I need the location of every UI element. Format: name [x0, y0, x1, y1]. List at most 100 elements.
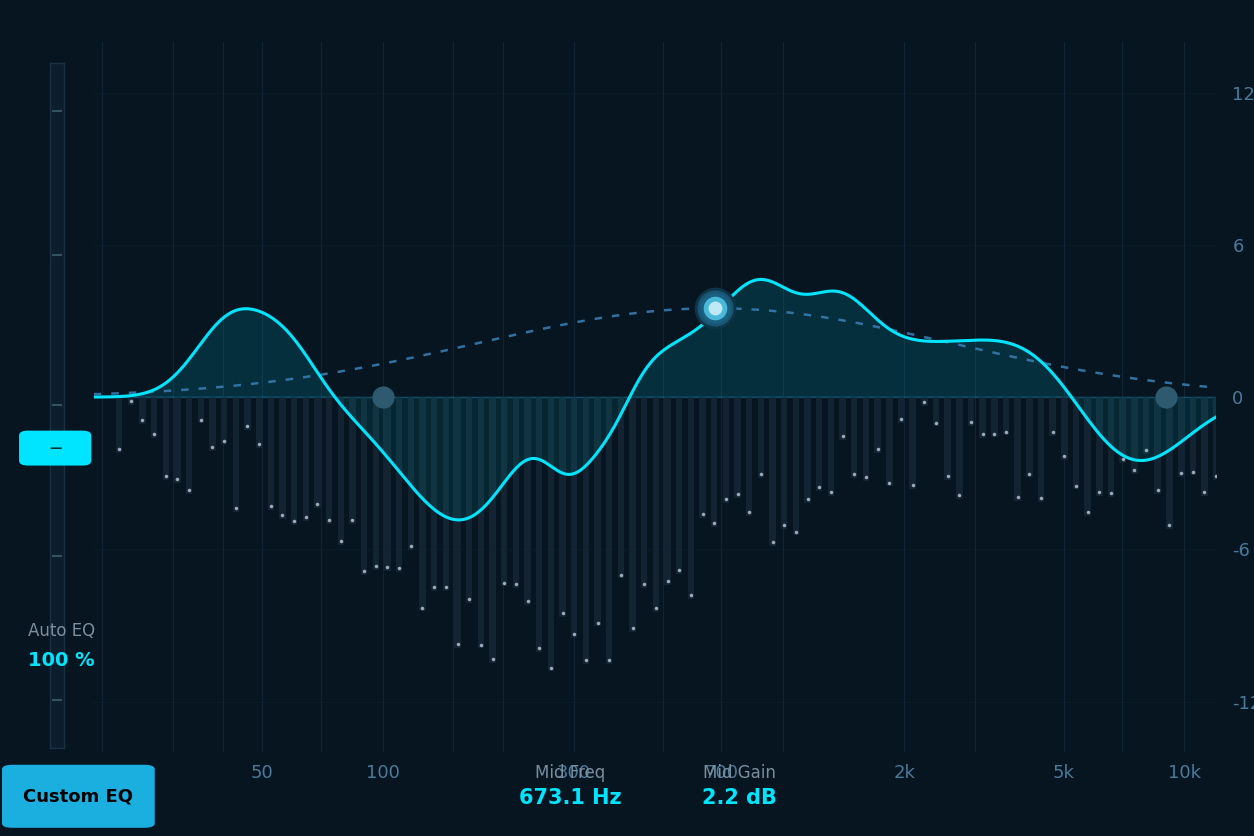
Bar: [746, 397, 752, 517]
Bar: [722, 397, 729, 502]
Bar: [968, 397, 974, 426]
Bar: [186, 397, 192, 494]
Bar: [1107, 397, 1115, 497]
Bar: [851, 397, 858, 478]
Bar: [665, 397, 671, 585]
FancyBboxPatch shape: [3, 765, 154, 828]
Bar: [396, 397, 403, 572]
Bar: [500, 397, 508, 587]
Bar: [139, 397, 145, 424]
Text: Auto EQ: Auto EQ: [28, 622, 95, 640]
Text: Custom EQ: Custom EQ: [24, 788, 133, 805]
Text: Mid Gain: Mid Gain: [703, 764, 776, 782]
Bar: [361, 397, 367, 575]
Bar: [548, 397, 554, 671]
Bar: [150, 397, 157, 437]
Bar: [1131, 397, 1137, 474]
Bar: [256, 397, 262, 448]
Bar: [687, 397, 695, 599]
Bar: [1038, 397, 1045, 502]
Bar: [991, 397, 997, 437]
Bar: [641, 397, 647, 588]
Bar: [1142, 397, 1149, 454]
Bar: [1213, 397, 1219, 480]
Bar: [559, 397, 566, 617]
Text: —: —: [49, 441, 61, 455]
Bar: [1014, 397, 1021, 502]
Bar: [443, 397, 449, 591]
Bar: [1201, 397, 1208, 497]
Bar: [1155, 397, 1161, 494]
Bar: [221, 397, 227, 446]
Bar: [1085, 397, 1091, 516]
Bar: [454, 397, 460, 648]
Bar: [280, 397, 286, 519]
Bar: [384, 397, 391, 571]
Bar: [1061, 397, 1067, 460]
Bar: [922, 397, 928, 406]
Bar: [804, 397, 811, 503]
Bar: [1166, 397, 1172, 529]
Bar: [163, 397, 169, 480]
Bar: [302, 397, 308, 521]
Bar: [478, 397, 484, 649]
Bar: [1003, 397, 1009, 436]
Bar: [1178, 397, 1184, 477]
Bar: [979, 397, 986, 437]
Bar: [933, 397, 939, 426]
Bar: [245, 397, 251, 431]
Bar: [115, 397, 123, 453]
Bar: [1190, 397, 1196, 476]
Bar: [489, 397, 495, 663]
Bar: [652, 397, 660, 612]
Bar: [1096, 397, 1102, 496]
Bar: [874, 397, 880, 453]
Bar: [466, 397, 473, 603]
Bar: [816, 397, 823, 491]
Bar: [618, 397, 624, 579]
Bar: [209, 397, 216, 451]
Bar: [513, 397, 519, 589]
FancyBboxPatch shape: [19, 431, 92, 466]
Bar: [128, 397, 134, 405]
Bar: [676, 397, 682, 574]
Bar: [198, 397, 204, 424]
Bar: [839, 397, 845, 440]
Bar: [571, 397, 577, 638]
Bar: [524, 397, 530, 605]
Text: 100 %: 100 %: [28, 651, 94, 670]
Bar: [781, 397, 788, 529]
Bar: [944, 397, 951, 480]
Bar: [700, 397, 706, 518]
Bar: [408, 397, 414, 550]
Bar: [535, 397, 543, 652]
Text: 2.2 dB: 2.2 dB: [702, 788, 777, 808]
Bar: [291, 397, 297, 525]
Bar: [1120, 397, 1126, 463]
Text: 673.1 Hz: 673.1 Hz: [519, 788, 622, 808]
Bar: [232, 397, 240, 512]
Bar: [863, 397, 869, 481]
Bar: [431, 397, 438, 590]
Bar: [735, 397, 741, 497]
Bar: [326, 397, 332, 524]
Bar: [828, 397, 834, 496]
Bar: [583, 397, 589, 664]
Bar: [350, 397, 356, 523]
Bar: [372, 397, 379, 569]
Bar: [770, 397, 776, 546]
Bar: [909, 397, 915, 489]
Bar: [956, 397, 963, 498]
Bar: [711, 397, 717, 527]
Text: Mid Freq: Mid Freq: [535, 764, 606, 782]
Bar: [315, 397, 321, 508]
Bar: [630, 397, 636, 632]
Bar: [337, 397, 344, 545]
Bar: [1026, 397, 1032, 477]
Bar: [174, 397, 181, 482]
Bar: [793, 397, 799, 535]
Bar: [419, 397, 425, 611]
Bar: [887, 397, 893, 487]
Bar: [594, 397, 601, 626]
Bar: [757, 397, 764, 478]
